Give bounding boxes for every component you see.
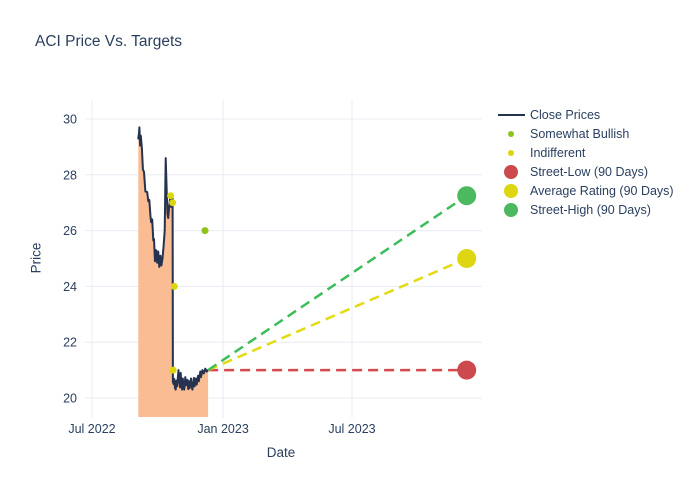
street-low-90-days-swatch — [492, 164, 530, 179]
x-tick-label: Jan 2023 — [197, 422, 248, 436]
legend-label: Street-High (90 Days) — [530, 202, 651, 217]
dot-icon — [504, 164, 518, 179]
y-tick-label: 24 — [63, 280, 77, 294]
dot-icon — [504, 183, 518, 198]
y-tick-label: 20 — [63, 392, 77, 406]
legend-label: Street-Low (90 Days) — [530, 164, 649, 179]
average-rating-90-days-swatch — [492, 183, 530, 198]
street-high-90-days-projection-line — [207, 194, 468, 372]
street-high-90-days-marker — [457, 186, 477, 206]
line-sample-icon — [497, 113, 525, 116]
somewhat-bullish-marker — [201, 227, 209, 235]
legend-item-average-rating-90-days[interactable]: Average Rating (90 Days) — [492, 181, 674, 200]
indifferent-swatch — [492, 149, 530, 156]
close-price-area — [138, 127, 209, 418]
legend: Close Prices Somewhat Bullish Indifferent S… — [492, 105, 674, 219]
legend-item-street-high-90-days[interactable]: Street-High (90 Days) — [492, 200, 674, 219]
plot-drag-area[interactable] — [85, 100, 482, 418]
y-tick-label: 30 — [63, 113, 77, 127]
y-tick-label: 22 — [63, 336, 77, 350]
indifferent-marker — [169, 366, 177, 374]
dot-icon — [504, 202, 518, 217]
x-axis-title: Date — [266, 445, 296, 460]
indifferent-marker — [170, 282, 178, 290]
y-tick-label: 28 — [63, 168, 77, 182]
street-high-90-days-swatch — [492, 202, 530, 217]
average-rating-90-days-marker — [457, 249, 477, 268]
close-prices-swatch — [492, 113, 530, 116]
legend-item-close-prices[interactable]: Close Prices — [492, 105, 674, 124]
legend-item-somewhat-bullish[interactable]: Somewhat Bullish — [492, 124, 674, 143]
somewhat-bullish-swatch — [492, 130, 530, 137]
street-low-90-days-marker — [457, 360, 477, 380]
x-tick-label: Jul 2022 — [68, 422, 115, 436]
legend-label: Indifferent — [530, 145, 586, 160]
legend-label: Somewhat Bullish — [530, 126, 630, 141]
legend-label: Average Rating (90 Days) — [530, 183, 674, 198]
indifferent-marker — [169, 199, 177, 207]
legend-label: Close Prices — [530, 107, 601, 122]
y-tick-label: 26 — [63, 224, 77, 238]
indifferent-marker — [167, 192, 175, 200]
chart-title: ACI Price Vs. Targets — [35, 33, 183, 50]
x-tick-label: Jul 2023 — [328, 422, 375, 436]
legend-item-street-low-90-days[interactable]: Street-Low (90 Days) — [492, 162, 674, 181]
dot-icon — [508, 130, 514, 137]
dot-icon — [508, 149, 514, 156]
close-price-line — [137, 126, 210, 391]
legend-item-indifferent[interactable]: Indifferent — [492, 143, 674, 162]
